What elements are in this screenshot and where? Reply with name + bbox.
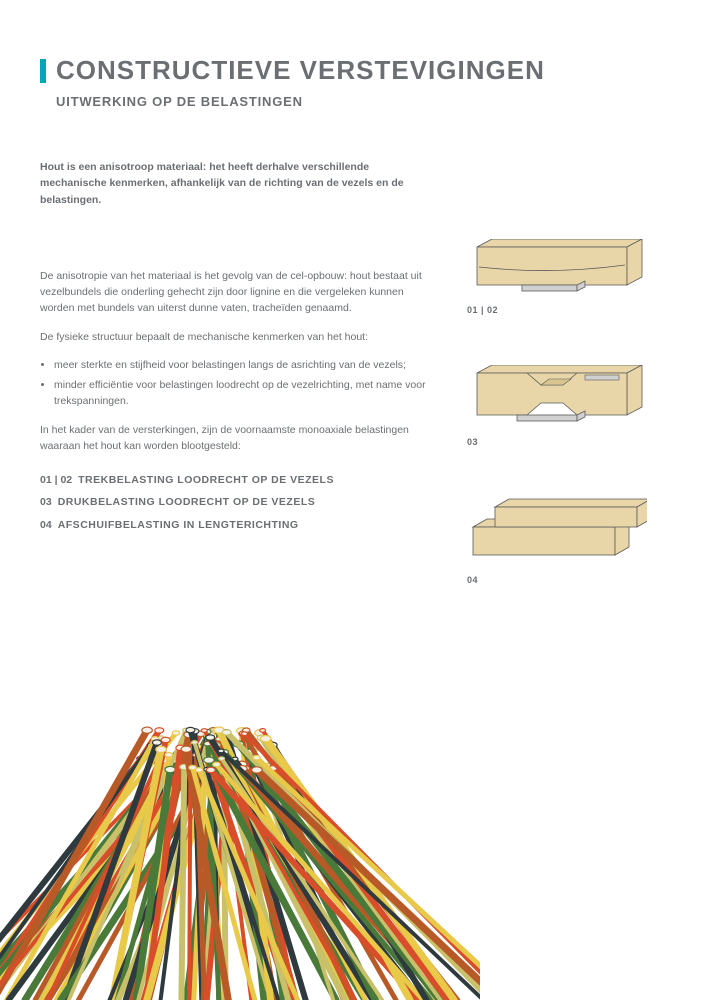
load-type-row: 04 AFSCHUIFBELASTING IN LENGTERICHTING <box>40 517 439 533</box>
diagram-caption: 03 <box>467 437 478 447</box>
load-num: 04 <box>40 517 52 533</box>
intro-paragraph: Hout is een anisotroop materiaal: het he… <box>40 159 439 208</box>
load-num: 03 <box>40 494 52 510</box>
bullet-2: minder efficiëntie voor belastingen lood… <box>54 377 439 410</box>
diagram-column: 01 | 02 03 <box>467 159 667 585</box>
load-num: 01 | 02 <box>40 472 72 488</box>
title-accent-bar <box>40 59 46 83</box>
diagram-01-02: 01 | 02 <box>467 239 667 315</box>
load-type-row: 03 DRUKBELASTING LOODRECHT OP DE VEZELS <box>40 494 439 510</box>
diagram-caption: 04 <box>467 575 478 585</box>
diagram-03: 03 <box>467 365 667 447</box>
page-title: CONSTRUCTIEVE VERSTEVIGINGEN <box>56 55 545 86</box>
load-label: DRUKBELASTING LOODRECHT OP DE VEZELS <box>58 494 316 510</box>
diagram-caption: 01 | 02 <box>467 305 498 315</box>
paragraph-1: De anisotropie van het materiaal is het … <box>40 268 439 317</box>
rod-bundle-illustration <box>0 700 480 1000</box>
paragraph-3: In het kader van de versterkingen, zijn … <box>40 422 439 455</box>
text-column: Hout is een anisotroop materiaal: het he… <box>40 159 439 585</box>
page-subtitle: UITWERKING OP DE BELASTINGEN <box>56 94 667 109</box>
paragraph-2: De fysieke structuur bepaalt de mechanis… <box>40 329 439 345</box>
diagram-04: 04 <box>467 497 667 585</box>
load-label: TREKBELASTING LOODRECHT OP DE VEZELS <box>78 472 334 488</box>
bullet-1: meer sterkte en stijfheid voor belasting… <box>54 357 439 373</box>
load-type-row: 01 | 02 TREKBELASTING LOODRECHT OP DE VE… <box>40 472 439 488</box>
load-label: AFSCHUIFBELASTING IN LENGTERICHTING <box>58 517 299 533</box>
